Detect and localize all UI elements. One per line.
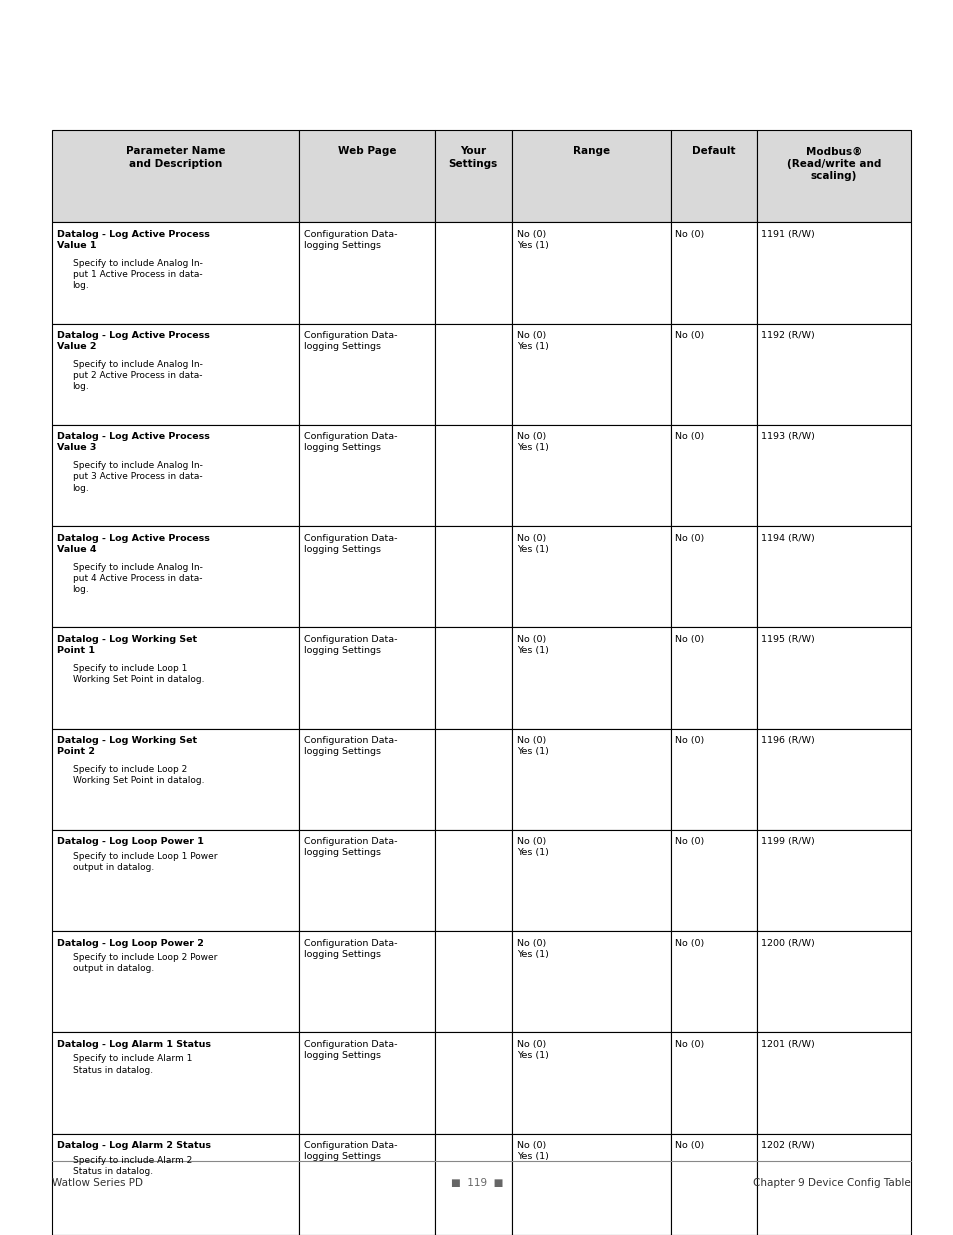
- Text: Datalog - Log Active Process
Value 2: Datalog - Log Active Process Value 2: [57, 331, 210, 351]
- Bar: [670, 1134, 756, 1235]
- Bar: [756, 627, 910, 729]
- Bar: [670, 729, 756, 830]
- Text: No (0)
Yes (1): No (0) Yes (1): [516, 635, 548, 655]
- Text: No (0)
Yes (1): No (0) Yes (1): [516, 1141, 548, 1161]
- Bar: [511, 729, 670, 830]
- Bar: [670, 1032, 756, 1134]
- Bar: [434, 830, 511, 931]
- Bar: [670, 627, 756, 729]
- Text: No (0): No (0): [675, 534, 704, 542]
- Bar: [756, 425, 910, 526]
- Text: 1192 (R/W): 1192 (R/W): [760, 331, 814, 340]
- Text: No (0): No (0): [675, 837, 704, 846]
- Text: Specify to include Loop 2 Power
output in datalog.: Specify to include Loop 2 Power output i…: [72, 953, 216, 973]
- Bar: [511, 931, 670, 1032]
- Text: 1196 (R/W): 1196 (R/W): [760, 736, 814, 745]
- Bar: [756, 130, 910, 222]
- Bar: [52, 1134, 299, 1235]
- Text: Configuration Data-
logging Settings: Configuration Data- logging Settings: [304, 432, 397, 452]
- Text: Web Page: Web Page: [337, 146, 395, 157]
- Bar: [670, 830, 756, 931]
- Text: Watlow Series PD: Watlow Series PD: [52, 1178, 143, 1188]
- Bar: [670, 425, 756, 526]
- Text: 1200 (R/W): 1200 (R/W): [760, 939, 814, 947]
- Bar: [299, 222, 434, 324]
- Text: No (0)
Yes (1): No (0) Yes (1): [516, 230, 548, 249]
- Bar: [670, 324, 756, 425]
- Text: No (0): No (0): [675, 331, 704, 340]
- Bar: [52, 526, 299, 627]
- Text: Configuration Data-
logging Settings: Configuration Data- logging Settings: [304, 635, 397, 655]
- Text: Configuration Data-
logging Settings: Configuration Data- logging Settings: [304, 534, 397, 553]
- Bar: [511, 222, 670, 324]
- Bar: [670, 526, 756, 627]
- Text: No (0): No (0): [675, 939, 704, 947]
- Bar: [52, 729, 299, 830]
- Text: 1202 (R/W): 1202 (R/W): [760, 1141, 814, 1150]
- Text: Datalog - Log Alarm 1 Status: Datalog - Log Alarm 1 Status: [57, 1040, 211, 1049]
- Text: Datalog - Log Active Process
Value 1: Datalog - Log Active Process Value 1: [57, 230, 210, 249]
- Bar: [756, 931, 910, 1032]
- Text: Datalog - Log Active Process
Value 3: Datalog - Log Active Process Value 3: [57, 432, 210, 452]
- Text: Configuration Data-
logging Settings: Configuration Data- logging Settings: [304, 331, 397, 351]
- Text: 1195 (R/W): 1195 (R/W): [760, 635, 814, 643]
- Bar: [434, 425, 511, 526]
- Text: 1194 (R/W): 1194 (R/W): [760, 534, 814, 542]
- Text: No (0)
Yes (1): No (0) Yes (1): [516, 736, 548, 756]
- Bar: [756, 1032, 910, 1134]
- Bar: [52, 1032, 299, 1134]
- Bar: [299, 526, 434, 627]
- Bar: [52, 830, 299, 931]
- Bar: [511, 627, 670, 729]
- Bar: [52, 425, 299, 526]
- Text: Configuration Data-
logging Settings: Configuration Data- logging Settings: [304, 230, 397, 249]
- Text: Your
Settings: Your Settings: [448, 146, 497, 169]
- Bar: [299, 627, 434, 729]
- Text: Datalog - Log Active Process
Value 4: Datalog - Log Active Process Value 4: [57, 534, 210, 553]
- Text: 1191 (R/W): 1191 (R/W): [760, 230, 814, 238]
- Text: 1193 (R/W): 1193 (R/W): [760, 432, 814, 441]
- Text: No (0)
Yes (1): No (0) Yes (1): [516, 534, 548, 553]
- Bar: [52, 130, 299, 222]
- Bar: [756, 324, 910, 425]
- Text: Parameter Name
and Description: Parameter Name and Description: [126, 146, 226, 169]
- Text: Specify to include Alarm 1
Status in datalog.: Specify to include Alarm 1 Status in dat…: [72, 1055, 192, 1074]
- Text: Specify to include Analog In-
put 3 Active Process in data-
log.: Specify to include Analog In- put 3 Acti…: [72, 462, 202, 493]
- Text: Configuration Data-
logging Settings: Configuration Data- logging Settings: [304, 1040, 397, 1060]
- Text: Specify to include Analog In-
put 1 Active Process in data-
log.: Specify to include Analog In- put 1 Acti…: [72, 259, 202, 290]
- Text: No (0): No (0): [675, 635, 704, 643]
- Bar: [299, 425, 434, 526]
- Text: Configuration Data-
logging Settings: Configuration Data- logging Settings: [304, 736, 397, 756]
- Bar: [756, 729, 910, 830]
- Bar: [434, 526, 511, 627]
- Text: Default: Default: [691, 146, 735, 157]
- Bar: [52, 627, 299, 729]
- Text: No (0)
Yes (1): No (0) Yes (1): [516, 432, 548, 452]
- Text: No (0)
Yes (1): No (0) Yes (1): [516, 939, 548, 958]
- Bar: [299, 931, 434, 1032]
- Text: Specify to include Alarm 2
Status in datalog.: Specify to include Alarm 2 Status in dat…: [72, 1156, 192, 1176]
- Text: No (0): No (0): [675, 1040, 704, 1049]
- Bar: [434, 931, 511, 1032]
- Text: No (0): No (0): [675, 230, 704, 238]
- Bar: [434, 729, 511, 830]
- Text: Datalog - Log Alarm 2 Status: Datalog - Log Alarm 2 Status: [57, 1141, 211, 1150]
- Bar: [670, 931, 756, 1032]
- Bar: [670, 222, 756, 324]
- Bar: [434, 130, 511, 222]
- Bar: [434, 1032, 511, 1134]
- Text: Configuration Data-
logging Settings: Configuration Data- logging Settings: [304, 837, 397, 857]
- Bar: [299, 729, 434, 830]
- Text: ■  119  ■: ■ 119 ■: [451, 1178, 502, 1188]
- Text: Datalog - Log Working Set
Point 2: Datalog - Log Working Set Point 2: [57, 736, 197, 756]
- Bar: [299, 130, 434, 222]
- Bar: [299, 1032, 434, 1134]
- Bar: [511, 830, 670, 931]
- Text: Configuration Data-
logging Settings: Configuration Data- logging Settings: [304, 939, 397, 958]
- Text: Specify to include Loop 1 Power
output in datalog.: Specify to include Loop 1 Power output i…: [72, 852, 216, 872]
- Text: No (0): No (0): [675, 736, 704, 745]
- Bar: [434, 1134, 511, 1235]
- Text: Specify to include Analog In-
put 4 Active Process in data-
log.: Specify to include Analog In- put 4 Acti…: [72, 563, 202, 594]
- Text: Specify to include Loop 1
Working Set Point in datalog.: Specify to include Loop 1 Working Set Po…: [72, 664, 204, 684]
- Text: Datalog - Log Loop Power 1: Datalog - Log Loop Power 1: [57, 837, 204, 846]
